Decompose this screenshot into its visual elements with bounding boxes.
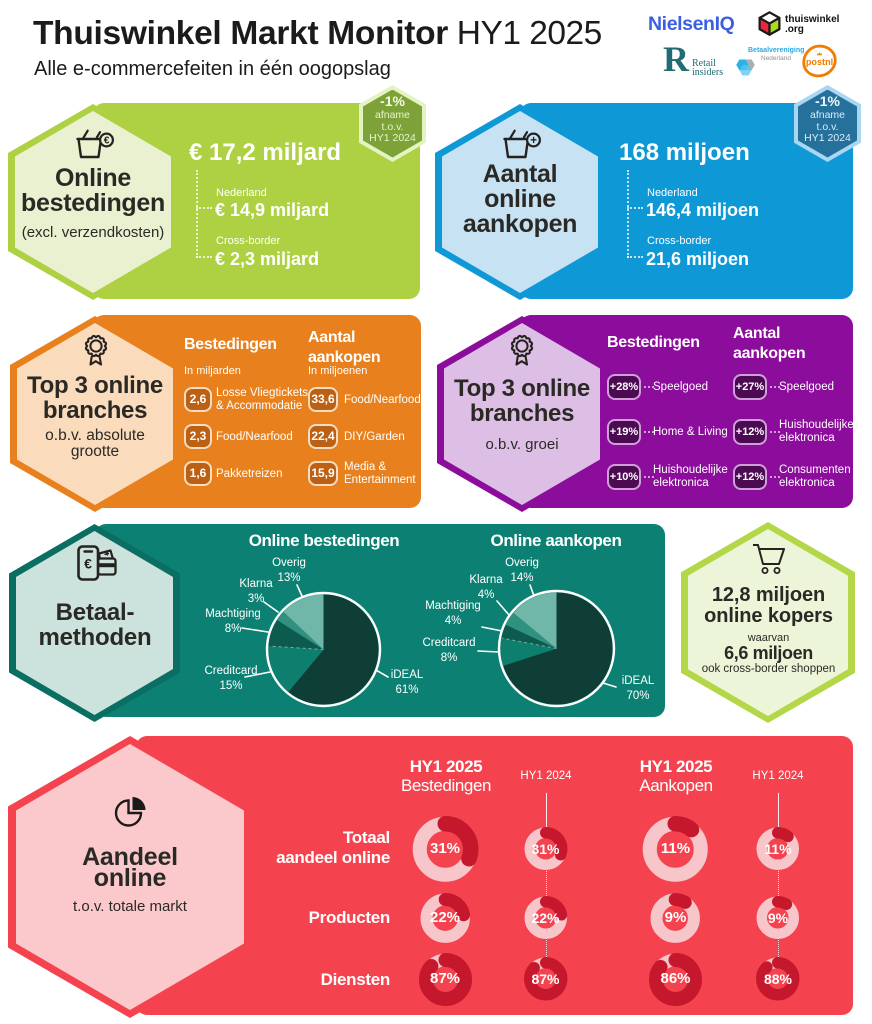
svg-text:€: €	[84, 556, 92, 572]
svg-text:postnl: postnl	[806, 57, 833, 67]
svg-text:€: €	[104, 136, 110, 147]
svg-text:+: +	[530, 135, 537, 147]
